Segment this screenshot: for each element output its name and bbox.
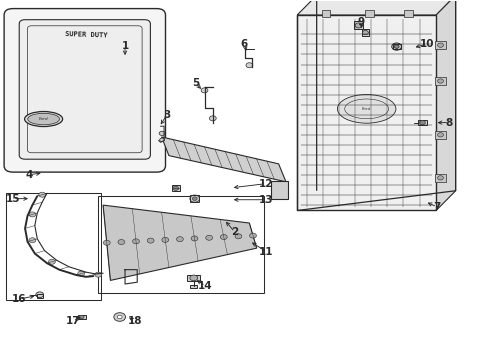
Circle shape [235, 234, 242, 239]
Circle shape [29, 212, 36, 217]
FancyBboxPatch shape [19, 20, 150, 159]
FancyBboxPatch shape [4, 9, 165, 172]
Text: 3: 3 [163, 111, 170, 121]
Circle shape [391, 43, 401, 50]
Bar [5, 193, 101, 300]
Text: Ford: Ford [39, 117, 48, 121]
Circle shape [95, 272, 102, 277]
Polygon shape [297, 0, 455, 15]
Ellipse shape [28, 113, 60, 125]
Circle shape [437, 79, 443, 83]
Circle shape [437, 133, 443, 137]
Circle shape [159, 131, 164, 135]
Polygon shape [161, 137, 285, 182]
Text: 15: 15 [6, 194, 20, 204]
Circle shape [419, 121, 425, 125]
Circle shape [189, 195, 199, 202]
Text: 6: 6 [241, 39, 247, 49]
Circle shape [29, 238, 36, 243]
Bar [78, 315, 85, 319]
Bar [98, 196, 264, 293]
Circle shape [78, 271, 84, 276]
Bar [321, 10, 330, 17]
Text: 4: 4 [25, 170, 33, 180]
Circle shape [189, 275, 197, 281]
Circle shape [36, 292, 43, 298]
Text: 11: 11 [259, 247, 273, 257]
Circle shape [118, 239, 124, 244]
Circle shape [201, 88, 207, 93]
Bar [361, 30, 368, 36]
Circle shape [192, 197, 197, 201]
Text: 16: 16 [12, 294, 26, 304]
Text: 2: 2 [231, 227, 238, 237]
Text: Ford: Ford [361, 107, 370, 111]
Circle shape [354, 23, 361, 28]
Bar [434, 41, 445, 49]
Bar [37, 294, 42, 298]
Circle shape [205, 235, 212, 240]
Text: 8: 8 [445, 118, 452, 128]
Bar [297, 15, 435, 211]
Polygon shape [271, 181, 288, 199]
Circle shape [393, 45, 398, 48]
Text: 17: 17 [65, 316, 80, 325]
Circle shape [176, 237, 183, 242]
Text: 18: 18 [127, 316, 142, 325]
Bar [365, 10, 373, 17]
Circle shape [162, 237, 168, 242]
Polygon shape [435, 0, 455, 211]
Text: 1: 1 [121, 41, 128, 50]
Circle shape [79, 315, 84, 319]
Circle shape [159, 138, 164, 141]
Bar [434, 77, 445, 85]
Circle shape [114, 313, 125, 321]
Bar [434, 131, 445, 139]
Bar [404, 10, 412, 17]
Bar [190, 285, 197, 288]
Circle shape [437, 43, 443, 47]
Circle shape [147, 238, 154, 243]
Ellipse shape [24, 112, 62, 127]
Polygon shape [103, 205, 256, 280]
Bar [187, 275, 200, 281]
Text: 9: 9 [357, 17, 365, 27]
Circle shape [245, 63, 252, 68]
Text: 12: 12 [259, 179, 273, 189]
Bar [353, 22, 362, 30]
Circle shape [191, 236, 198, 241]
Text: SUPER DUTY: SUPER DUTY [64, 31, 107, 39]
Bar [392, 44, 400, 49]
Circle shape [249, 233, 256, 238]
Circle shape [220, 234, 227, 239]
Circle shape [117, 315, 122, 319]
Circle shape [132, 239, 139, 244]
Text: 13: 13 [259, 195, 273, 205]
Text: 7: 7 [432, 202, 440, 212]
Text: 10: 10 [419, 39, 434, 49]
Bar [417, 120, 427, 126]
Circle shape [437, 176, 443, 180]
Circle shape [103, 240, 110, 245]
Circle shape [209, 116, 216, 121]
Circle shape [39, 192, 45, 197]
Text: 5: 5 [192, 78, 199, 88]
Bar [434, 174, 445, 182]
Circle shape [362, 31, 367, 35]
Text: 14: 14 [198, 281, 212, 291]
Bar [172, 185, 179, 192]
Bar [190, 195, 199, 202]
Ellipse shape [337, 95, 395, 123]
Circle shape [172, 186, 178, 190]
Circle shape [48, 259, 55, 264]
